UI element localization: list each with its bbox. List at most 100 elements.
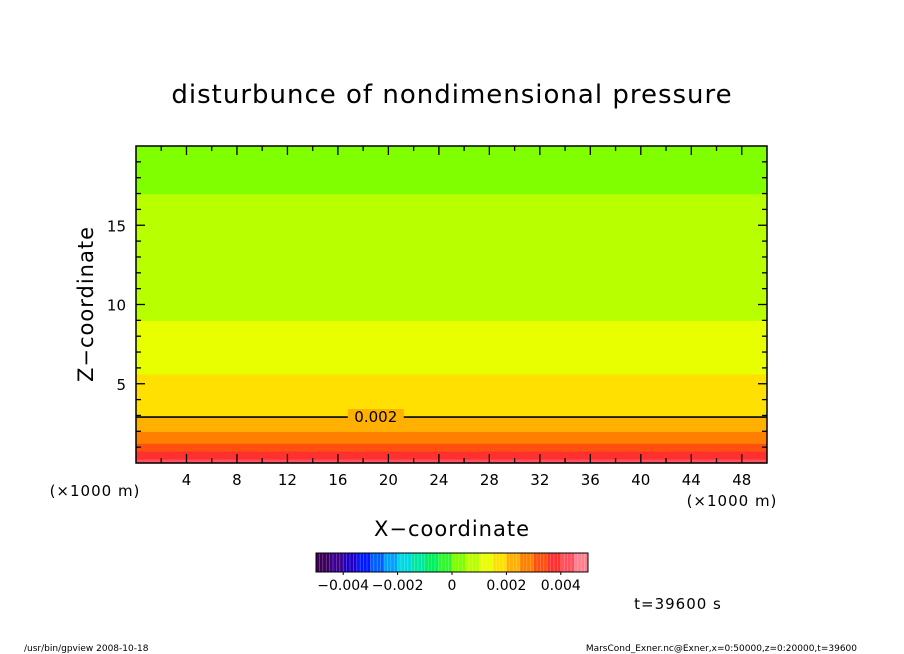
- field-band: [136, 441, 767, 444]
- field-band: [136, 393, 767, 397]
- field-band: [136, 181, 767, 185]
- field-band: [136, 298, 767, 302]
- field-band: [136, 459, 767, 462]
- field-band: [136, 157, 767, 161]
- y-tick-label: 15: [107, 217, 126, 235]
- field-band: [136, 409, 767, 413]
- field-band: [136, 149, 767, 153]
- field-band: [136, 276, 767, 280]
- field-band: [136, 153, 767, 157]
- field-band: [136, 306, 767, 310]
- field-band: [136, 243, 767, 246]
- field-band: [136, 201, 767, 205]
- field-band: [136, 237, 767, 240]
- colorbar-tick-labels: −0.004 −0.002 0 0.002 0.004: [317, 572, 581, 594]
- field-band: [136, 332, 767, 335]
- x-tick-label: 32: [530, 471, 549, 489]
- field-band: [136, 375, 767, 379]
- field-band: [136, 425, 767, 428]
- field-band: [136, 272, 767, 276]
- field-band: [136, 350, 767, 353]
- field-band: [136, 334, 767, 337]
- field-band: [136, 223, 767, 226]
- field-band: [136, 161, 767, 165]
- field-band: [136, 239, 767, 242]
- field-band: [136, 363, 767, 367]
- footer-right: MarsCond_Exner.nc@Exner,x=0:50000,z=0:20…: [586, 644, 857, 654]
- field-band: [136, 411, 767, 415]
- field-band: [136, 274, 767, 278]
- field-band: [136, 357, 767, 361]
- field-band: [136, 284, 767, 288]
- field-band: [136, 270, 767, 274]
- field-band: [136, 312, 767, 316]
- field-band: [136, 175, 767, 179]
- field-band: [136, 399, 767, 403]
- field-band: [136, 187, 767, 191]
- field-band: [136, 405, 767, 409]
- colorbar-tick-label: 0.002: [486, 578, 526, 594]
- colorbar-cell: [574, 553, 589, 572]
- colorbar-cell: [329, 553, 344, 572]
- field-band: [136, 233, 767, 236]
- field-band: [136, 369, 767, 373]
- field-band: [136, 354, 767, 357]
- field-band: [136, 431, 767, 434]
- field-band: [136, 193, 767, 197]
- field-band: [136, 304, 767, 308]
- x-tick-label: 20: [379, 471, 398, 489]
- field-band: [136, 379, 767, 383]
- field-band: [136, 445, 767, 448]
- contour-label: 0.002: [354, 408, 397, 426]
- field-band: [136, 260, 767, 264]
- field-band: [136, 159, 767, 163]
- colorbar-cell: [438, 553, 453, 572]
- field-band: [136, 189, 767, 193]
- x-unit-left: (×1000 m): [50, 482, 141, 500]
- x-tick-label: 44: [682, 471, 701, 489]
- field-band: [136, 371, 767, 375]
- y-tick-label: 5: [116, 376, 126, 394]
- field-band: [136, 397, 767, 401]
- colorbar-cell: [479, 553, 494, 572]
- field-band: [136, 419, 767, 422]
- field-band: [136, 318, 767, 321]
- field-band: [136, 381, 767, 385]
- y-tick-label: 10: [107, 297, 126, 315]
- field-band: [136, 435, 767, 438]
- field-band: [136, 403, 767, 407]
- field-band: [136, 219, 767, 222]
- colorbar-cell: [370, 553, 385, 572]
- field-band: [136, 451, 767, 454]
- field-band: [136, 213, 767, 216]
- x-tick-label: 28: [480, 471, 499, 489]
- colorbar-cell: [356, 553, 371, 572]
- field-band: [136, 367, 767, 371]
- colorbar-cell: [560, 553, 575, 572]
- field-band: [136, 385, 767, 389]
- field-band: [136, 251, 767, 254]
- field-band: [136, 338, 767, 341]
- field-band: [136, 167, 767, 171]
- field-band: [136, 457, 767, 460]
- field-band: [136, 310, 767, 314]
- field-band: [136, 344, 767, 347]
- x-axis-ticks: 4 8 12 16 20 24 28 32 36 40 44 48: [160, 146, 751, 489]
- colorbar-tick-label: −0.004: [317, 578, 369, 594]
- field-band: [136, 197, 767, 201]
- field-band: [136, 151, 767, 155]
- colorbar-cell: [316, 553, 331, 572]
- colorbar-cell: [547, 553, 562, 572]
- colorbar-cell: [384, 553, 399, 572]
- field-band: [136, 423, 767, 426]
- field-band: [136, 330, 767, 333]
- field-band: [136, 407, 767, 411]
- field-band: [136, 417, 767, 421]
- colorbar-cell: [465, 553, 480, 572]
- x-unit-right: (×1000 m): [687, 492, 778, 510]
- field-band: [136, 437, 767, 440]
- x-tick-label: 36: [581, 471, 600, 489]
- field-band: [136, 203, 767, 207]
- field-band: [136, 207, 767, 210]
